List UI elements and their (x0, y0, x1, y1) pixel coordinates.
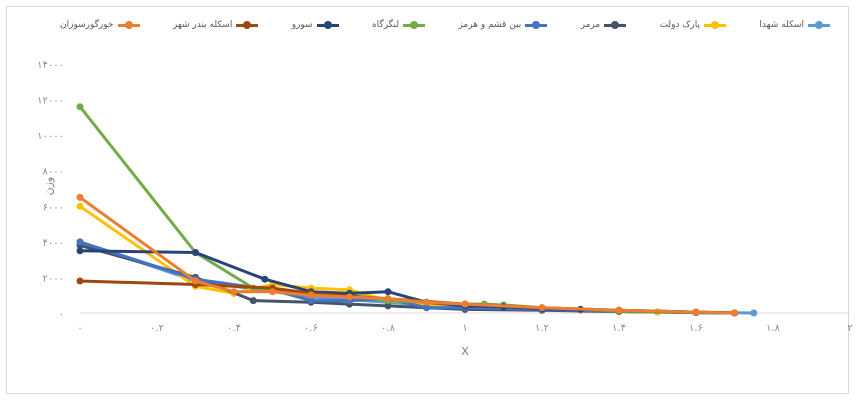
data-point (307, 297, 315, 305)
legend-label: سورو (291, 20, 313, 30)
data-point (230, 288, 238, 296)
series-line (78, 105, 735, 315)
data-point (461, 300, 469, 308)
y-tick-label: ۴۰۰۰ (43, 238, 64, 249)
data-point (423, 298, 430, 306)
data-point (384, 288, 392, 296)
data-point (269, 288, 276, 296)
data-point (261, 275, 269, 283)
chart-legend: اسکله شهدا پارک دولت مرمر بین قشم و هرمز لنگ… (60, 14, 830, 36)
legend-swatch (525, 20, 548, 30)
y-tick-label: ۲۰۰۰ (43, 273, 64, 284)
legend-label: اسکله بندر شهر (172, 20, 233, 30)
legend-item: اسکله بندر شهر (172, 20, 259, 30)
legend-swatch (807, 20, 830, 30)
data-point (307, 291, 315, 299)
legend-swatch (316, 20, 339, 30)
legend-item: سورو (292, 20, 339, 30)
data-point (249, 297, 257, 305)
data-point (423, 304, 430, 312)
legend-label: بین قشم و هرمز (458, 20, 522, 30)
legend-item: اسکله شهدا (759, 20, 830, 30)
x-axis-title: X (461, 345, 469, 358)
data-point (750, 309, 758, 317)
y-tick-label: ۸۰۰۰ (43, 167, 64, 178)
data-point (192, 249, 199, 256)
x-tick-label: ۱.۸ (766, 323, 781, 334)
legend-item: پارک دولت (659, 20, 727, 30)
data-point (384, 295, 392, 303)
x-tick-label: ۱.۴ (612, 323, 626, 334)
series-4 (76, 238, 738, 317)
legend-swatch (236, 20, 259, 30)
data-point (192, 277, 199, 285)
data-point (731, 309, 738, 317)
x-tick-label: ۱.۶ (689, 323, 703, 334)
data-point (692, 308, 700, 316)
y-tick-label: ۱۲۰۰۰ (37, 96, 64, 107)
data-point (538, 304, 546, 312)
legend-label: لنگرگاه (371, 20, 400, 30)
data-point (346, 293, 353, 301)
x-tick-label: ۰.۲ (150, 323, 164, 334)
data-point (76, 247, 84, 255)
x-tick-label: ۰.۴ (227, 323, 241, 334)
legend-label: اسکله شهدا (759, 20, 804, 30)
axis-layer: ۰ ۰.۲ ۰.۴ ۰.۶ ۰.۸ ۱ ۱.۲ ۱.۴ ۱.۶ ۱.۸ ۲ ۰ ۲۰۰۰ ۴۰۰۰ ۶۰۰۰… (37, 60, 853, 334)
legend-item: خورگورسوزان (60, 20, 140, 30)
legend-swatch (604, 20, 627, 30)
legend-item: مرمر (581, 20, 627, 30)
x-tick-label: ۱ (462, 323, 467, 334)
legend-swatch (704, 20, 727, 30)
data-point (76, 193, 84, 201)
data-point (76, 238, 84, 246)
data-point (76, 202, 84, 210)
x-tick-label: ۰.۶ (304, 323, 318, 334)
legend-label: خورگورسوزان (60, 20, 114, 30)
data-point (384, 302, 392, 310)
data-point (76, 277, 84, 285)
chart-frame (6, 6, 849, 394)
series-layer (76, 103, 758, 317)
y-tick-label: ۶۰۰۰ (43, 202, 64, 213)
data-point (76, 103, 84, 111)
legend-item: لنگرگاه (371, 20, 426, 30)
y-axis-title: وزن (42, 177, 55, 196)
legend-swatch (403, 20, 426, 30)
x-tick-label: ۲ (847, 323, 852, 334)
legend-label: مرمر (580, 20, 601, 30)
legend-item: بین قشم و هرمز (458, 20, 548, 30)
legend-swatch (117, 20, 140, 30)
x-tick-label: ۱.۲ (535, 323, 549, 334)
y-tick-label: ۰ (59, 309, 64, 320)
series-8 (76, 193, 738, 317)
y-tick-label: ۱۰۰۰۰ (37, 131, 64, 142)
data-point (615, 306, 623, 314)
x-tick-label: ۰.۸ (381, 323, 396, 334)
y-tick-label: ۱۴۰۰۰ (37, 60, 64, 71)
x-tick-label: ۰ (77, 323, 82, 334)
legend-label: پارک دولت (659, 20, 701, 30)
